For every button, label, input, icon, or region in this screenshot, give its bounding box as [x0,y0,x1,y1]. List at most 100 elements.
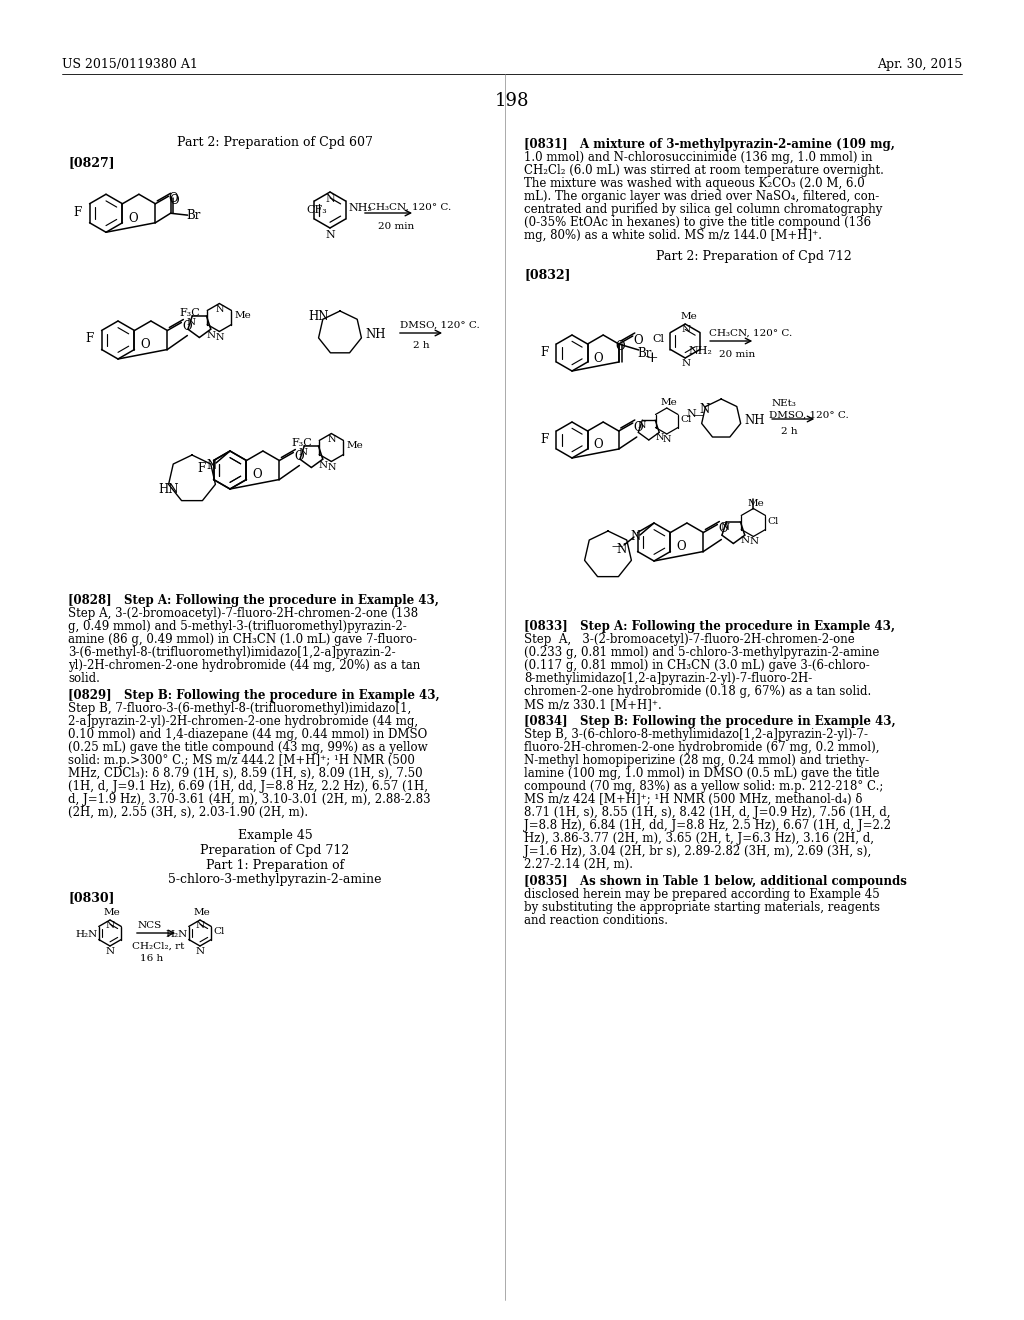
Text: Cl: Cl [767,516,779,525]
Text: [0832]: [0832] [524,268,570,281]
Text: N: N [630,531,640,543]
Text: 2 h: 2 h [413,341,430,350]
Text: Me: Me [680,312,697,321]
Text: MHz, CDCl₃): δ 8.79 (1H, s), 8.59 (1H, s), 8.09 (1H, s), 7.50: MHz, CDCl₃): δ 8.79 (1H, s), 8.59 (1H, s… [68,767,423,780]
Text: N: N [637,421,646,430]
Text: d, J=1.9 Hz), 3.70-3.61 (4H, m), 3.10-3.01 (2H, m), 2.88-2.83: d, J=1.9 Hz), 3.70-3.61 (4H, m), 3.10-3.… [68,793,431,807]
Text: chromen-2-one hydrobromide (0.18 g, 67%) as a tan solid.: chromen-2-one hydrobromide (0.18 g, 67%)… [524,685,871,698]
Text: yl)-2H-chromen-2-one hydrobromide (44 mg, 20%) as a tan: yl)-2H-chromen-2-one hydrobromide (44 mg… [68,659,420,672]
Text: [0833]   Step A: Following the procedure in Example 43,: [0833] Step A: Following the procedure i… [524,620,895,634]
Text: Me: Me [346,441,364,450]
Text: NH: NH [365,327,385,341]
Text: Preparation of Cpd 712: Preparation of Cpd 712 [201,843,349,857]
Text: N: N [186,318,196,327]
Text: N: N [318,461,328,470]
Text: amine (86 g, 0.49 mmol) in CH₃CN (1.0 mL) gave 7-fluoro-: amine (86 g, 0.49 mmol) in CH₃CN (1.0 mL… [68,634,417,645]
Text: HN: HN [158,483,178,496]
Text: O: O [170,194,179,207]
Text: N: N [196,946,205,956]
Text: Part 1: Preparation of: Part 1: Preparation of [206,859,344,873]
Text: [0835]   As shown in Table 1 below, additional compounds: [0835] As shown in Table 1 below, additi… [524,875,907,888]
Text: Me: Me [748,499,764,507]
Text: US 2015/0119380 A1: US 2015/0119380 A1 [62,58,198,71]
Text: H₂N: H₂N [75,931,97,939]
Text: (1H, d, J=9.1 Hz), 6.69 (1H, dd, J=8.8 Hz, 2.2 Hz), 6.57 (1H,: (1H, d, J=9.1 Hz), 6.69 (1H, dd, J=8.8 H… [68,780,428,793]
Text: N: N [298,447,307,457]
Text: lamine (100 mg, 1.0 mmol) in DMSO (0.5 mL) gave the title: lamine (100 mg, 1.0 mmol) in DMSO (0.5 m… [524,767,880,780]
Text: CH₃CN, 120° C.: CH₃CN, 120° C. [710,329,793,338]
Text: N: N [720,523,729,532]
Text: solid: m.p.>300° C.; MS m/z 444.2 [M+H]⁺; ¹H NMR (500: solid: m.p.>300° C.; MS m/z 444.2 [M+H]⁺… [68,754,415,767]
Text: O: O [253,469,262,482]
Text: Part 2: Preparation of Cpd 712: Part 2: Preparation of Cpd 712 [656,249,852,263]
Text: 8.71 (1H, s), 8.55 (1H, s), 8.42 (1H, d, J=0.9 Hz), 7.56 (1H, d,: 8.71 (1H, s), 8.55 (1H, s), 8.42 (1H, d,… [524,807,891,818]
Text: N: N [740,536,750,545]
Text: O: O [719,523,728,536]
Text: centrated and purified by silica gel column chromatography: centrated and purified by silica gel col… [524,203,883,216]
Text: and reaction conditions.: and reaction conditions. [524,913,668,927]
Text: N-methyl homopiperizine (28 mg, 0.24 mmol) and triethy-: N-methyl homopiperizine (28 mg, 0.24 mmo… [524,754,869,767]
Text: F: F [541,433,549,446]
Text: MS m/z 330.1 [M+H]⁺.: MS m/z 330.1 [M+H]⁺. [524,698,662,711]
Text: Me: Me [234,310,251,319]
Text: NH: NH [744,414,765,426]
Text: O: O [294,450,304,463]
Text: 8-methylimidazo[1,2-a]pyrazin-2-yl)-7-fluoro-2H-: 8-methylimidazo[1,2-a]pyrazin-2-yl)-7-fl… [524,672,812,685]
Text: N: N [215,305,224,314]
Text: N: N [663,436,672,444]
Text: O: O [634,334,643,347]
Text: DMSO, 120° C.: DMSO, 120° C. [769,411,849,420]
Text: N: N [616,543,627,556]
Text: MS m/z 424 [M+H]⁺; ¹H NMR (500 MHz, methanol-d₄) δ: MS m/z 424 [M+H]⁺; ¹H NMR (500 MHz, meth… [524,793,862,807]
Text: —: — [612,541,624,550]
Text: NCS: NCS [138,921,162,931]
Text: (0-35% EtOAc in hexanes) to give the title compound (136: (0-35% EtOAc in hexanes) to give the tit… [524,216,871,228]
Text: fluoro-2H-chromen-2-one hydrobromide (67 mg, 0.2 mmol),: fluoro-2H-chromen-2-one hydrobromide (67… [524,741,880,754]
Text: N: N [106,921,115,931]
Text: O: O [593,351,603,364]
Text: F₃C: F₃C [292,437,312,447]
Text: by substituting the appropriate starting materials, reagents: by substituting the appropriate starting… [524,902,880,913]
Text: J=1.6 Hz), 3.04 (2H, br s), 2.89-2.82 (3H, m), 2.69 (3H, s),: J=1.6 Hz), 3.04 (2H, br s), 2.89-2.82 (3… [524,845,871,858]
Text: O: O [140,338,151,351]
Text: 20 min: 20 min [378,222,415,231]
Text: F: F [86,333,94,346]
Text: solid.: solid. [68,672,100,685]
Text: Me: Me [104,908,121,917]
Text: (0.25 mL) gave the title compound (43 mg, 99%) as a yellow: (0.25 mL) gave the title compound (43 mg… [68,741,428,754]
Text: Step B, 7-fluoro-3-(6-methyl-8-(trifluoromethyl)imidazo[1,: Step B, 7-fluoro-3-(6-methyl-8-(trifluor… [68,702,412,715]
Text: (0.117 g, 0.81 mmol) in CH₃CN (3.0 mL) gave 3-(6-chloro-: (0.117 g, 0.81 mmol) in CH₃CN (3.0 mL) g… [524,659,869,672]
Text: Apr. 30, 2015: Apr. 30, 2015 [877,58,962,71]
Text: 1.0 mmol) and N-chlorosuccinimide (136 mg, 1.0 mmol) in: 1.0 mmol) and N-chlorosuccinimide (136 m… [524,150,872,164]
Text: N: N [206,459,216,473]
Text: J=8.8 Hz), 6.84 (1H, dd, J=8.8 Hz, 2.5 Hz), 6.67 (1H, d, J=2.2: J=8.8 Hz), 6.84 (1H, dd, J=8.8 Hz, 2.5 H… [524,818,891,832]
Text: N: N [207,331,216,341]
Text: 2 h: 2 h [781,426,798,436]
Text: mg, 80%) as a white solid. MS m/z 144.0 [M+H]⁺.: mg, 80%) as a white solid. MS m/z 144.0 … [524,228,822,242]
Text: NH₂: NH₂ [688,346,712,356]
Text: 16 h: 16 h [140,954,163,964]
Text: H₂N: H₂N [165,931,187,939]
Text: —: — [692,411,703,420]
Text: N: N [681,325,690,334]
Text: N: N [328,436,336,445]
Text: DMSO, 120° C.: DMSO, 120° C. [400,321,480,330]
Text: 20 min: 20 min [719,350,756,359]
Text: N: N [328,463,336,473]
Text: O: O [169,193,178,206]
Text: [0831]   A mixture of 3-methylpyrazin-2-amine (109 mg,: [0831] A mixture of 3-methylpyrazin-2-am… [524,139,895,150]
Text: Cl: Cl [213,928,224,936]
Text: Cl: Cl [652,334,665,343]
Text: CF₃: CF₃ [306,205,327,215]
Text: NEt₃: NEt₃ [771,399,796,408]
Text: N: N [750,537,759,546]
Text: 2.27-2.14 (2H, m).: 2.27-2.14 (2H, m). [524,858,633,871]
Text: Hz), 3.86-3.77 (2H, m), 3.65 (2H, t, J=6.3 Hz), 3.16 (2H, d,: Hz), 3.86-3.77 (2H, m), 3.65 (2H, t, J=6… [524,832,874,845]
Text: 2-a]pyrazin-2-yl)-2H-chromen-2-one hydrobromide (44 mg,: 2-a]pyrazin-2-yl)-2H-chromen-2-one hydro… [68,715,418,729]
Text: [0827]: [0827] [68,156,115,169]
Text: N: N [325,230,335,240]
Text: Br: Br [638,347,652,360]
Text: CH₃CN, 120° C.: CH₃CN, 120° C. [368,203,452,213]
Text: O: O [615,341,626,352]
Text: F₃C: F₃C [179,308,200,318]
